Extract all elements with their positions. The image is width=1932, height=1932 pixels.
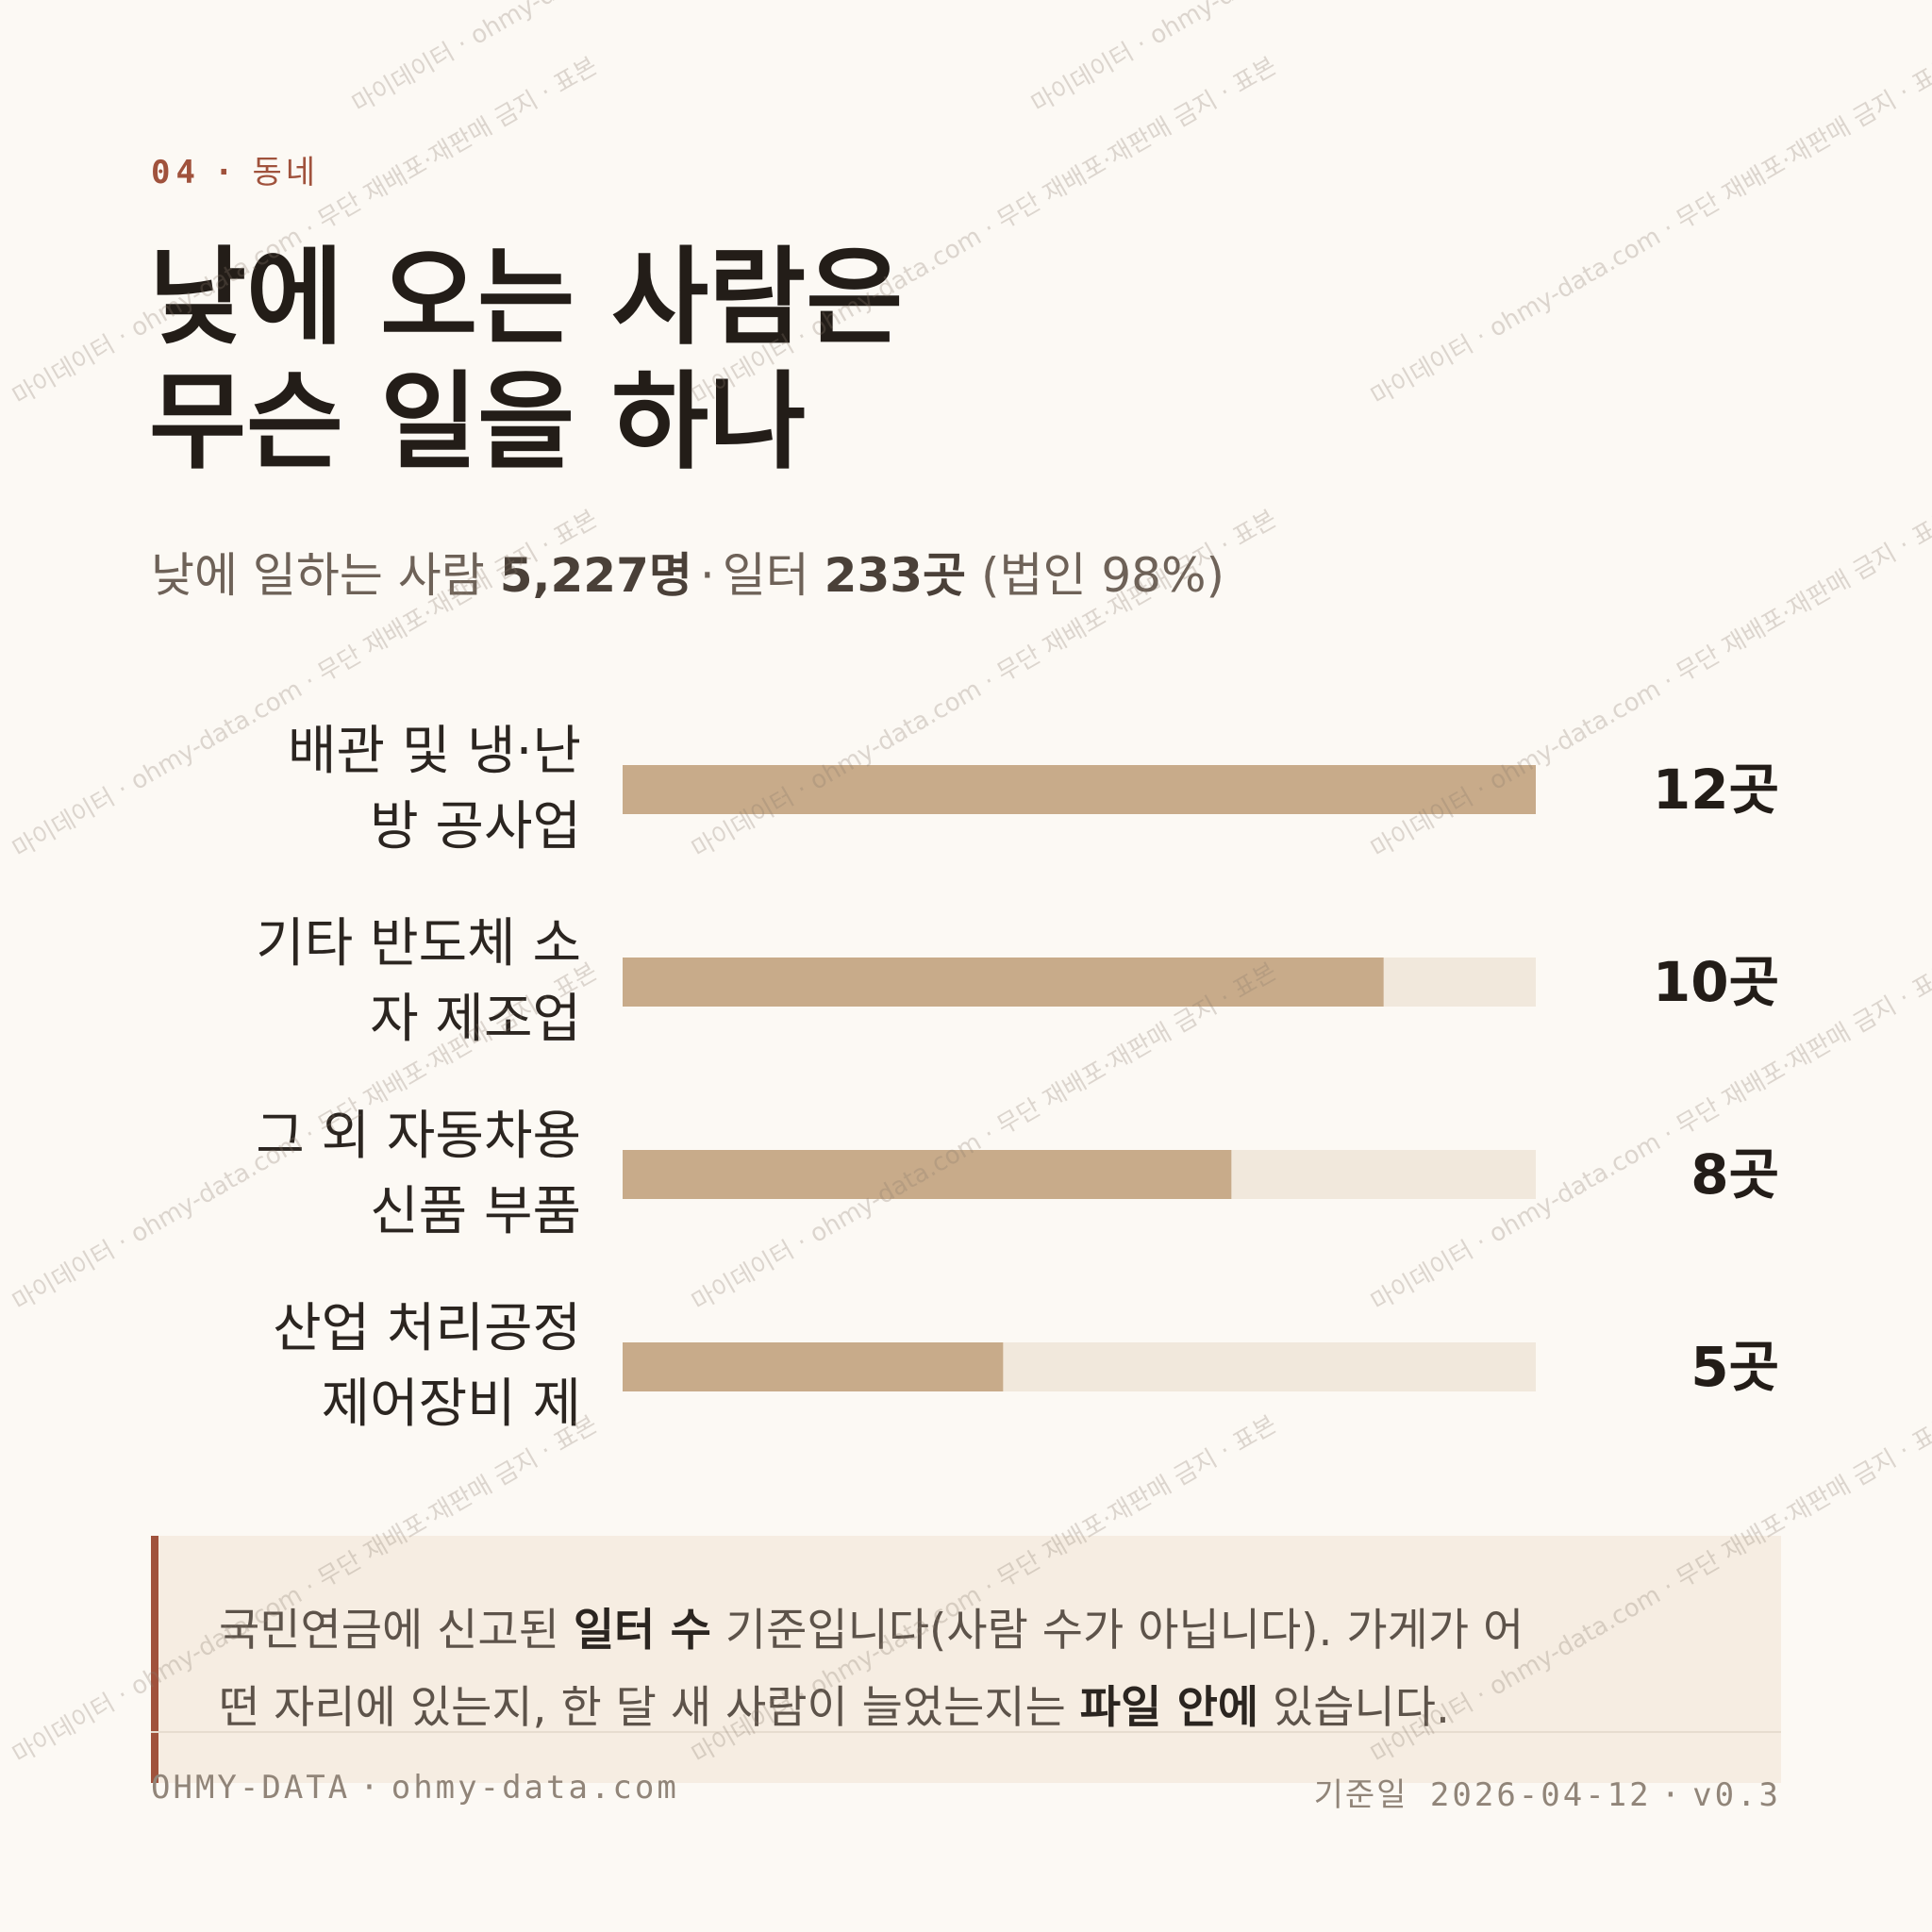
category-label: 배관 및 냉·난 (288, 721, 581, 782)
footer-divider (151, 1731, 1781, 1733)
workers-value: 5,227명 (499, 548, 692, 603)
value-label: 8곳 (1690, 1142, 1779, 1207)
category-label: 제어장비 제 (322, 1374, 581, 1435)
section-name: 동네 (252, 154, 319, 192)
section-eyebrow: 04 · 동네 (151, 146, 319, 192)
title-line-1: 낮에 오는 사람은 (149, 237, 904, 359)
title-line-2: 무슨 일을 하나 (149, 361, 807, 484)
footer-brand: OHMY-DATA · ohmy-data.com (151, 1769, 679, 1807)
note-callout: 국민연금에 신고된 일터 수 기준입니다(사람 수가 아닙니다). 가게가 어 … (151, 1536, 1781, 1783)
brand-name: OHMY-DATA (151, 1769, 351, 1807)
note-text-1: 국민연금에 신고된 (219, 1605, 574, 1657)
note-text-4: 있습니다. (1258, 1682, 1450, 1734)
separator-dot: · (1660, 1776, 1684, 1814)
bar (623, 1342, 1004, 1391)
category-label: 방 공사업 (370, 796, 581, 858)
version: v0.3 (1692, 1776, 1781, 1814)
workers-label: 낮에 일하는 사람 (151, 548, 485, 603)
brand-site: ohmy-data.com (391, 1769, 679, 1807)
watermark-text: 마이데이터 · ohmy-data.com · 무단 재배포·재판매 금지 · … (348, 0, 942, 119)
reference-date: 2026-04-12 (1429, 1776, 1652, 1814)
bar (623, 765, 1536, 814)
value-label: 10곳 (1653, 950, 1779, 1014)
note-text-2: 기준입니다(사람 수가 아닙니다). 가게가 어 (710, 1605, 1524, 1657)
watermark-text: 마이데이터 · ohmy-data.com · 무단 재배포·재판매 금지 · … (1027, 0, 1622, 119)
note-bold-in-file: 파일 안에 (1079, 1682, 1259, 1734)
separator-dot: · (213, 154, 240, 192)
category-label: 신품 부품 (370, 1181, 581, 1242)
date-label: 기준일 (1313, 1776, 1408, 1814)
footer-meta: 기준일 2026-04-12 · v0.3 (1314, 1769, 1781, 1815)
value-label: 12곳 (1653, 758, 1779, 822)
page-title: 낮에 오는 사람은 무슨 일을 하나 (149, 236, 903, 485)
corporate-share: (법인 98%) (980, 548, 1224, 603)
watermark-text: 마이데이터 · ohmy-data.com · 무단 재배포·재판매 금지 · … (1367, 52, 1932, 411)
section-number: 04 (151, 154, 201, 192)
workplaces-value: 233곳 (824, 548, 967, 603)
bar (623, 1150, 1232, 1199)
note-text-3: 떤 자리에 있는지, 한 달 새 사람이 늘었는지는 (219, 1682, 1080, 1734)
category-label: 자 제조업 (370, 989, 581, 1050)
separator-dot: · (359, 1769, 382, 1807)
category-label: 산업 처리공정 (273, 1298, 581, 1359)
summary-line: 낮에 일하는 사람 5,227명 · 일터 233곳 (법인 98%) (151, 538, 1224, 606)
category-label: 그 외 자동차용 (256, 1106, 581, 1167)
value-label: 5곳 (1690, 1335, 1779, 1399)
separator-dot: · (699, 548, 715, 603)
note-bold-workplace-count: 일터 수 (573, 1605, 711, 1657)
bar (623, 958, 1384, 1007)
workplaces-label: 일터 (722, 548, 809, 603)
category-label: 기타 반도체 소 (256, 913, 581, 974)
